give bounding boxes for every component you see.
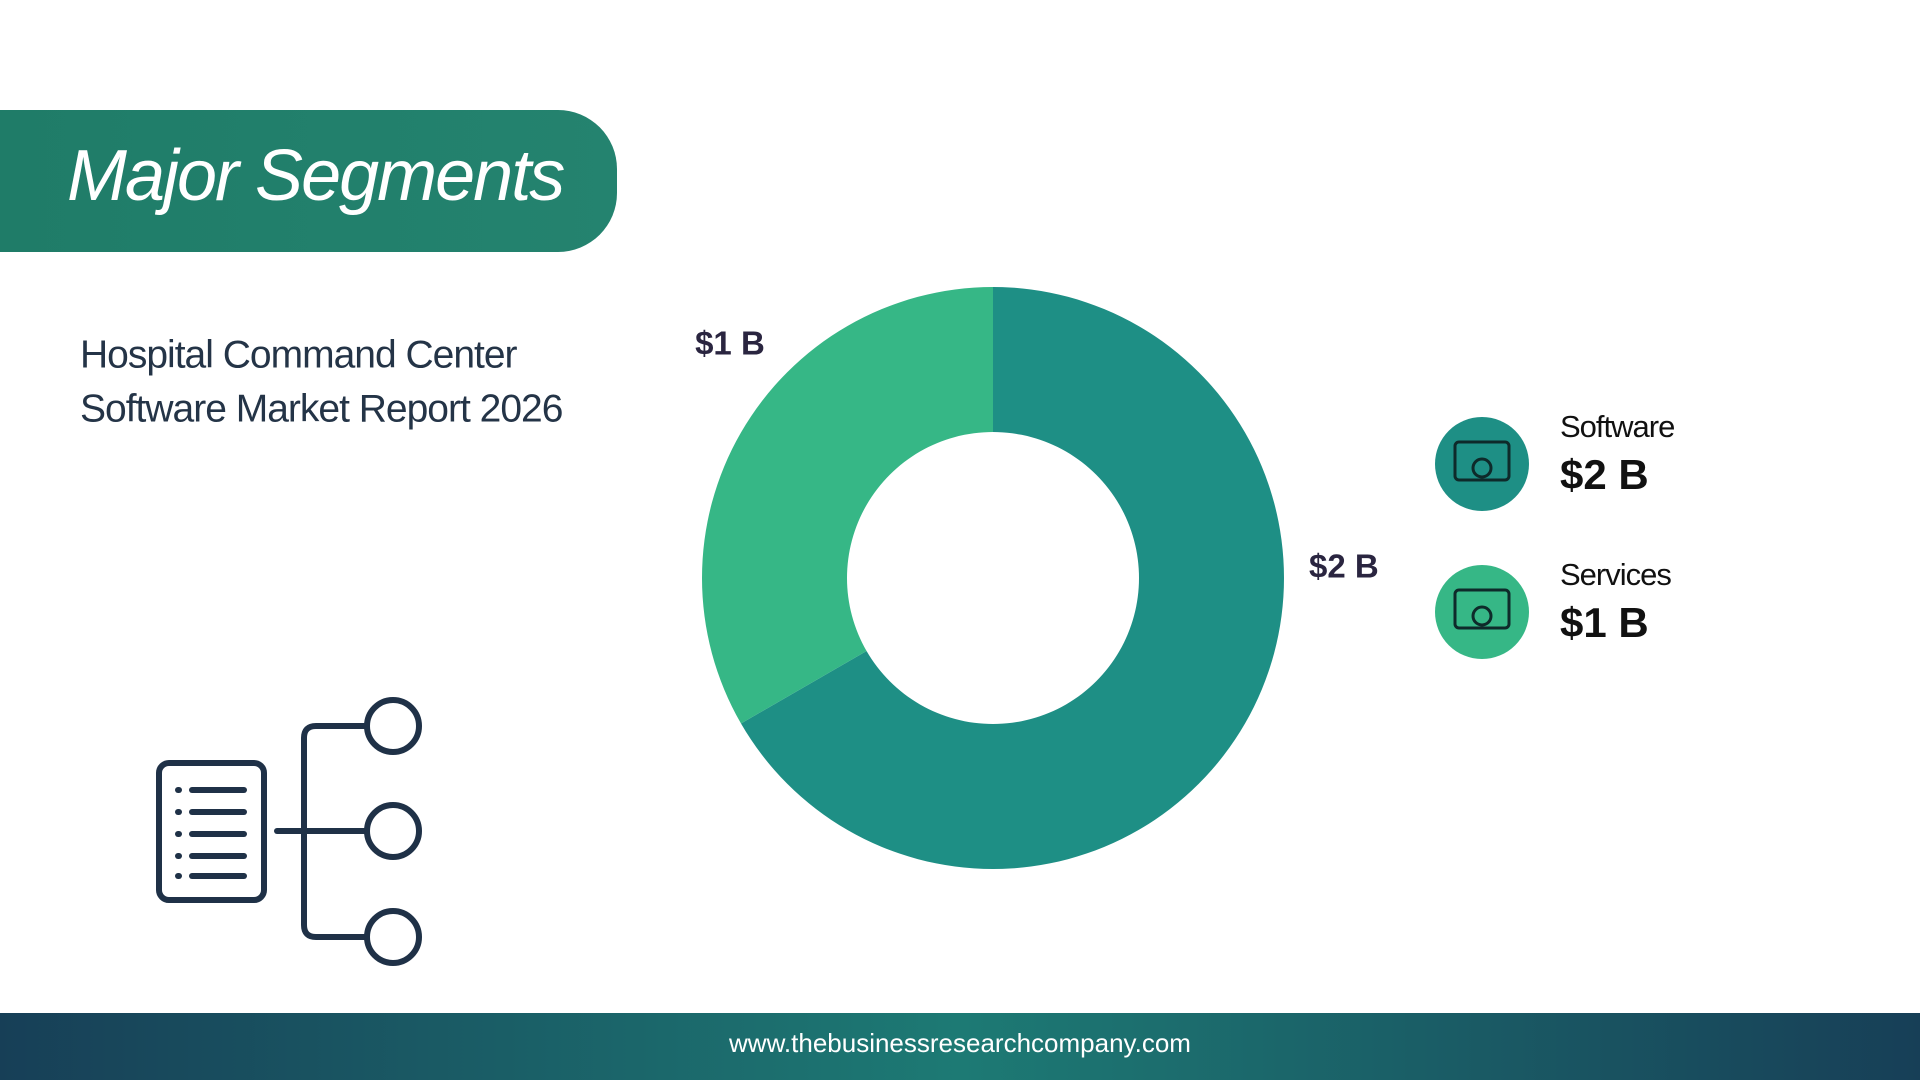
subtitle: Software Market Report 2026 (80, 387, 562, 430)
legend-icon-detail (1471, 457, 1493, 479)
segments-icon (156, 697, 422, 966)
legend-icon (1435, 565, 1529, 659)
footer-bar (0, 1013, 1920, 1080)
subtitle: Hospital Command Center (80, 333, 518, 376)
legend-name: Software (1560, 409, 1674, 444)
legend-name: Services (1560, 557, 1671, 592)
title-banner (0, 110, 617, 252)
legend-value: $1 B (1560, 599, 1649, 646)
data-label: $1 B (695, 324, 765, 361)
donut-slice (702, 287, 993, 724)
donut-slice (740, 287, 1284, 869)
legend-icon-detail (1453, 440, 1511, 482)
footer-url: www.thebusinessresearchcompany.com (728, 1028, 1191, 1058)
donut-chart: $2 B $1 B (695, 287, 1379, 869)
legend-icon-detail (1471, 605, 1493, 627)
title: Major Segments (67, 136, 564, 216)
legend-icon-detail (1453, 588, 1511, 630)
legend: Software $2 B Services $1 B (1435, 409, 1675, 659)
legend-icon (1435, 417, 1529, 511)
legend-value: $2 B (1560, 451, 1649, 498)
data-label: $2 B (1309, 547, 1379, 584)
